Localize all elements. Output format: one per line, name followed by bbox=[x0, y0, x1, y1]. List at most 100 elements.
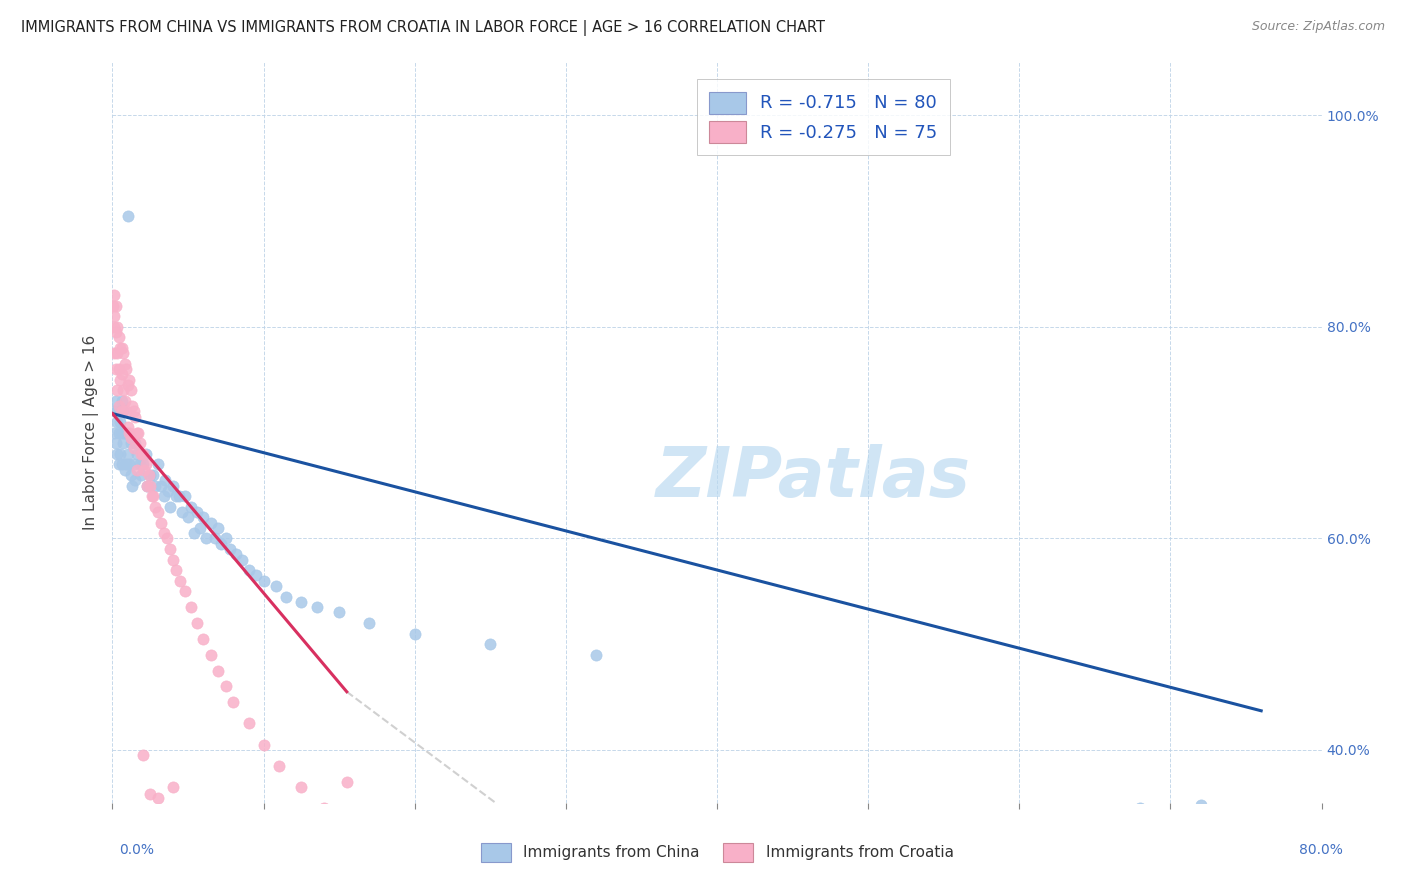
Point bbox=[142, 467, 165, 482]
Point bbox=[225, 547, 247, 561]
Text: 0.0%: 0.0% bbox=[120, 843, 155, 857]
Point bbox=[108, 373, 131, 387]
Point bbox=[103, 404, 125, 418]
Point bbox=[138, 467, 160, 482]
Point bbox=[276, 590, 298, 604]
Point bbox=[200, 648, 222, 662]
Point bbox=[105, 384, 128, 398]
Point bbox=[134, 462, 156, 476]
Point bbox=[186, 505, 208, 519]
Point bbox=[1189, 797, 1212, 812]
Point bbox=[114, 425, 136, 440]
Point bbox=[118, 425, 141, 440]
Point bbox=[110, 425, 132, 440]
Point bbox=[238, 716, 260, 731]
Point bbox=[117, 420, 139, 434]
Point bbox=[103, 299, 125, 313]
Point bbox=[105, 404, 128, 418]
Point bbox=[115, 458, 138, 472]
Point bbox=[191, 510, 214, 524]
Point bbox=[103, 288, 125, 302]
Point bbox=[128, 458, 150, 472]
Point bbox=[143, 500, 166, 514]
Point bbox=[120, 436, 142, 450]
Point bbox=[139, 478, 162, 492]
Point bbox=[186, 615, 208, 630]
Point bbox=[180, 600, 202, 615]
Point bbox=[146, 505, 169, 519]
Point bbox=[124, 436, 146, 450]
Point bbox=[129, 447, 152, 461]
Point bbox=[128, 436, 150, 450]
Point bbox=[165, 563, 187, 577]
Point bbox=[136, 478, 159, 492]
Point bbox=[132, 748, 155, 763]
Point bbox=[125, 425, 148, 440]
Point bbox=[157, 483, 180, 498]
Point bbox=[107, 425, 129, 440]
Point bbox=[120, 467, 142, 482]
Point bbox=[146, 790, 169, 805]
Point bbox=[110, 368, 132, 382]
Point bbox=[585, 648, 607, 662]
Point bbox=[112, 404, 135, 418]
Point bbox=[108, 415, 131, 429]
Point bbox=[129, 467, 152, 482]
Point bbox=[290, 595, 312, 609]
Point bbox=[105, 415, 128, 429]
Point bbox=[104, 362, 127, 376]
Point bbox=[139, 467, 162, 482]
Point bbox=[122, 442, 145, 456]
Point bbox=[359, 615, 381, 630]
Point bbox=[107, 362, 129, 376]
Point bbox=[125, 462, 148, 476]
Point bbox=[169, 574, 191, 588]
Point bbox=[107, 399, 129, 413]
Point bbox=[139, 788, 162, 802]
Point bbox=[1220, 804, 1243, 818]
Point bbox=[110, 393, 132, 408]
Point bbox=[159, 541, 181, 556]
Point bbox=[103, 346, 125, 360]
Point bbox=[177, 510, 200, 524]
Point bbox=[328, 606, 350, 620]
Point bbox=[1250, 806, 1272, 821]
Point bbox=[114, 462, 136, 476]
Point bbox=[105, 346, 128, 360]
Point bbox=[135, 458, 157, 472]
Point bbox=[142, 489, 165, 503]
Point bbox=[112, 436, 135, 450]
Point bbox=[170, 505, 193, 519]
Point bbox=[207, 521, 229, 535]
Point bbox=[209, 537, 232, 551]
Point bbox=[267, 758, 290, 772]
Point bbox=[141, 489, 163, 503]
Point bbox=[191, 632, 214, 646]
Point bbox=[165, 489, 187, 503]
Point bbox=[188, 521, 211, 535]
Legend: Immigrants from China, Immigrants from Croatia: Immigrants from China, Immigrants from C… bbox=[472, 835, 962, 869]
Point bbox=[231, 552, 253, 566]
Point bbox=[112, 384, 135, 398]
Point bbox=[404, 626, 426, 640]
Point bbox=[103, 310, 125, 324]
Point bbox=[124, 409, 146, 424]
Point bbox=[215, 680, 238, 694]
Point bbox=[104, 393, 127, 408]
Point bbox=[104, 325, 127, 339]
Point bbox=[105, 319, 128, 334]
Point bbox=[132, 458, 155, 472]
Point bbox=[156, 532, 179, 546]
Point bbox=[183, 526, 205, 541]
Point bbox=[264, 579, 287, 593]
Point bbox=[120, 384, 142, 398]
Point bbox=[149, 478, 172, 492]
Point bbox=[238, 563, 260, 577]
Text: IMMIGRANTS FROM CHINA VS IMMIGRANTS FROM CROATIA IN LABOR FORCE | AGE > 16 CORRE: IMMIGRANTS FROM CHINA VS IMMIGRANTS FROM… bbox=[21, 20, 825, 36]
Point bbox=[110, 404, 132, 418]
Point bbox=[155, 473, 177, 487]
Point bbox=[336, 774, 359, 789]
Point bbox=[121, 478, 143, 492]
Point bbox=[195, 532, 218, 546]
Point bbox=[167, 489, 190, 503]
